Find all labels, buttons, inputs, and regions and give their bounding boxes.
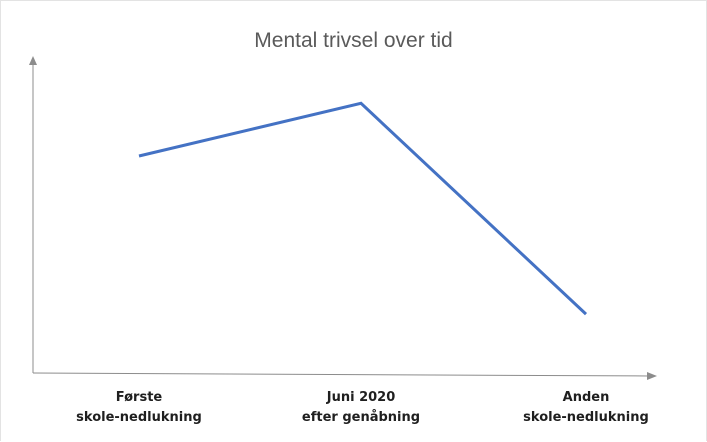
chart-title: Mental trivsel over tid xyxy=(254,29,453,52)
x-tick-label: Juni 2020 efter genåbning xyxy=(261,388,461,428)
x-tick-label-line: skole-nedlukning xyxy=(523,410,649,425)
x-tick-label-line: efter genåbning xyxy=(301,410,421,425)
x-axis-line xyxy=(32,372,650,377)
x-tick-label: Første skole-nedlukning xyxy=(39,388,239,428)
series-line-0 xyxy=(138,101,588,316)
x-tick-label-line: skole-nedlukning xyxy=(76,410,202,425)
x-tick-label-line: Juni 2020 xyxy=(326,390,396,405)
series-layer xyxy=(138,101,588,316)
x-tick-label-line: Anden xyxy=(562,390,610,405)
x-tick-label-line: Første xyxy=(115,390,163,405)
x-tick-label: Anden skole-nedlukning xyxy=(486,388,686,428)
y-axis-arrow-icon xyxy=(29,56,37,65)
x-axis-arrow-icon xyxy=(647,372,657,380)
